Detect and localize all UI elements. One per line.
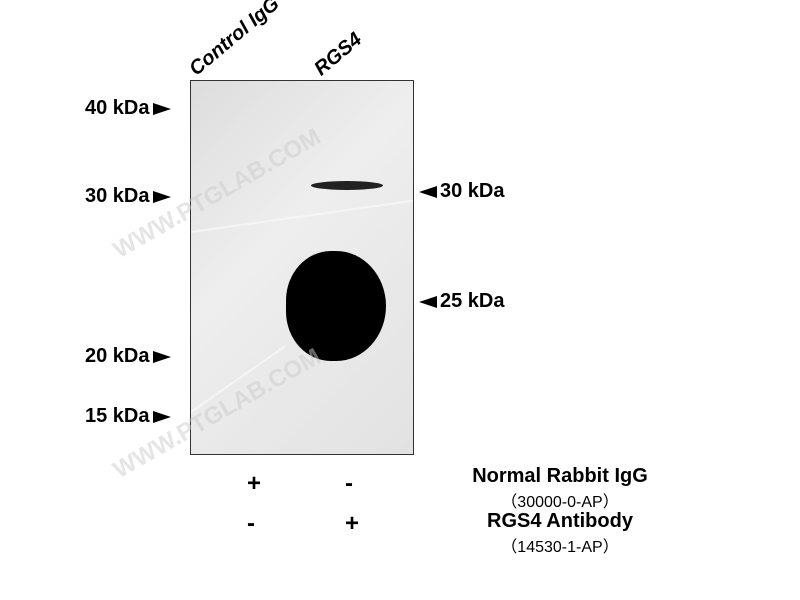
lane-header-rgs4: RGS4 <box>310 28 367 81</box>
antibody-code: （30000-0-AP） <box>430 488 690 512</box>
blot-inner <box>191 81 413 454</box>
mw-text: 40 kDa <box>85 97 150 119</box>
antibody-rgs4: RGS4 Antibody （14530-1-AP） <box>430 510 690 557</box>
mw-left-15: 15 kDa <box>85 405 171 428</box>
mw-left-40: 40 kDa <box>85 97 171 120</box>
arrow-left-icon <box>419 186 437 198</box>
mw-right-30: 30 kDa <box>419 180 505 203</box>
mw-text: 25 kDa <box>440 290 505 312</box>
arrow-right-icon <box>153 351 171 363</box>
mw-text: 15 kDa <box>85 405 150 427</box>
blot-scratch <box>191 345 286 413</box>
lane-header-control: Control IgG <box>185 0 284 81</box>
lane-rgs4-row1: - <box>345 470 353 498</box>
western-blot-image <box>190 80 414 455</box>
mw-text: 30 kDa <box>440 180 505 202</box>
blot-scratch <box>191 199 413 233</box>
mw-right-25: 25 kDa <box>419 290 505 313</box>
mw-left-30: 30 kDa <box>85 185 171 208</box>
mw-text: 20 kDa <box>85 345 150 367</box>
arrow-right-icon <box>153 411 171 423</box>
arrow-right-icon <box>153 103 171 115</box>
lane-control-row1: + <box>247 470 261 498</box>
antibody-name: RGS4 Antibody <box>430 510 690 533</box>
mw-left-20: 20 kDa <box>85 345 171 368</box>
lane-rgs4-row2: + <box>345 510 359 538</box>
blot-band <box>311 181 383 190</box>
mw-text: 30 kDa <box>85 185 150 207</box>
antibody-normal-rabbit: Normal Rabbit IgG （30000-0-AP） <box>430 465 690 512</box>
arrow-left-icon <box>419 296 437 308</box>
blot-band <box>286 251 386 361</box>
antibody-name: Normal Rabbit IgG <box>430 465 690 488</box>
arrow-right-icon <box>153 191 171 203</box>
antibody-code: （14530-1-AP） <box>430 533 690 557</box>
lane-control-row2: - <box>247 510 255 538</box>
